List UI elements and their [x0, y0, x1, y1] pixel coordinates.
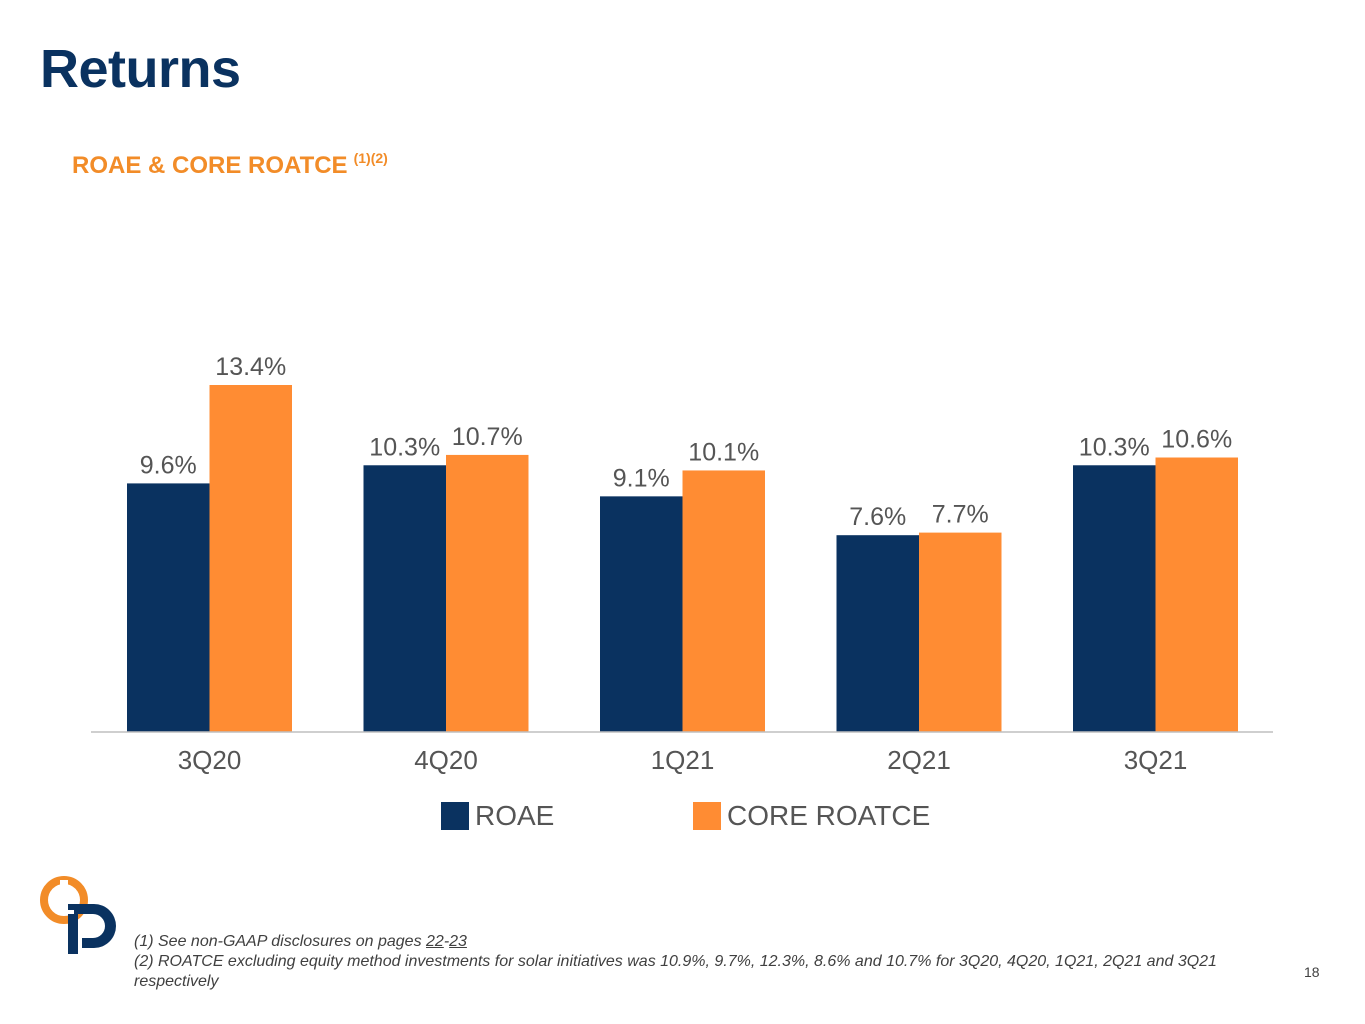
chart-title-text: ROAE & CORE ROATCE	[72, 152, 348, 179]
bar-chart: 9.6% 13.4% 10.3% 10.7% 9.1% 10.1% 7.6% 7.7% 10.3…	[91, 353, 1273, 775]
legend-swatch-core-roatce	[693, 802, 721, 830]
bar-roae-4q20	[363, 465, 446, 732]
data-label-roae-1q21: 9.1%	[613, 464, 670, 492]
legend-item-core-roatce: CORE ROATCE	[693, 800, 930, 832]
bar-roae-3q21	[1073, 465, 1156, 732]
footnote-2: (2) ROATCE excluding equity method inves…	[134, 953, 1217, 990]
page-title: Returns	[40, 39, 241, 99]
bar-roae-3q20	[127, 483, 210, 732]
data-label-roae-4q20: 10.3%	[369, 433, 440, 461]
bar-roae-2q21	[836, 535, 919, 732]
data-labels-group: 9.6% 13.4% 10.3% 10.7% 9.1% 10.1% 7.6% 7.7% 10.3…	[140, 353, 1232, 531]
chart-title: ROAE & CORE ROATCE (1)(2)	[72, 150, 388, 180]
data-label-roae-3q20: 9.6%	[140, 451, 197, 479]
category-label-1q21: 1Q21	[651, 745, 715, 775]
footnote-1: (1) See non-GAAP disclosures on pages 22…	[134, 933, 467, 950]
chart-title-footnote-ref: (1)(2)	[353, 150, 388, 166]
legend-swatch-roae	[441, 802, 469, 830]
data-label-core-roatce-2q21: 7.7%	[932, 501, 989, 529]
bar-roae-1q21	[600, 496, 683, 732]
footnotes: (1) See non-GAAP disclosures on pages 22…	[134, 932, 1224, 992]
footnote-page-link-23[interactable]: 23	[449, 933, 467, 950]
company-logo	[40, 876, 116, 954]
category-label-4q20: 4Q20	[414, 745, 478, 775]
bar-core-roatce-3q21	[1155, 457, 1238, 732]
legend-label-core-roatce: CORE ROATCE	[727, 800, 931, 831]
category-labels-group: 3Q20 4Q20 1Q21 2Q21 3Q21	[178, 745, 1188, 775]
category-label-2q21: 2Q21	[887, 745, 951, 775]
legend-item-roae: ROAE	[441, 800, 554, 832]
footnote-page-link-22[interactable]: 22	[426, 933, 444, 950]
category-label-3q21: 3Q21	[1124, 745, 1188, 775]
data-label-core-roatce-1q21: 10.1%	[688, 438, 759, 466]
page-number: 18	[1304, 964, 1320, 980]
legend-label-roae: ROAE	[475, 800, 555, 831]
bar-core-roatce-1q21	[682, 470, 765, 732]
data-label-core-roatce-4q20: 10.7%	[452, 423, 523, 451]
data-label-core-roatce-3q20: 13.4%	[215, 353, 286, 381]
bar-core-roatce-4q20	[446, 454, 529, 732]
bar-core-roatce-3q20	[209, 385, 292, 732]
data-label-core-roatce-3q21: 10.6%	[1161, 426, 1232, 454]
bar-core-roatce-2q21	[919, 532, 1002, 732]
category-label-3q20: 3Q20	[178, 745, 242, 775]
bars-group	[127, 385, 1238, 732]
data-label-roae-3q21: 10.3%	[1079, 433, 1150, 461]
data-label-roae-2q21: 7.6%	[849, 503, 906, 531]
